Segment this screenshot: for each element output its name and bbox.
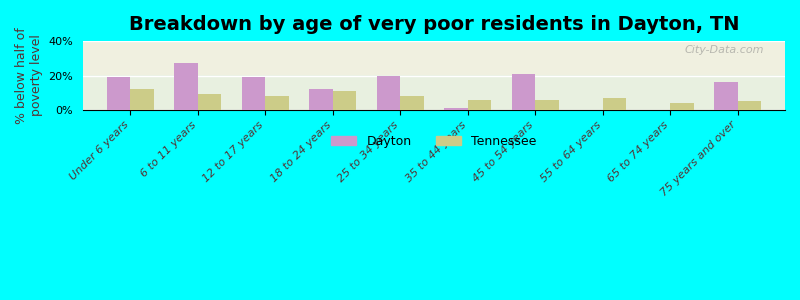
Bar [174,64,198,110]
Bar [266,96,289,110]
Bar [670,103,694,110]
Bar [333,91,356,110]
Bar [400,96,424,110]
Bar [106,77,130,110]
Bar [535,100,559,110]
Bar [738,101,762,110]
Y-axis label: % below half of
poverty level: % below half of poverty level [15,27,43,124]
Bar [242,77,266,110]
Bar [309,89,333,110]
Bar [377,76,400,110]
Bar [714,82,738,110]
Bar [198,94,222,110]
Title: Breakdown by age of very poor residents in Dayton, TN: Breakdown by age of very poor residents … [129,15,739,34]
Bar [602,98,626,110]
Text: City-Data.com: City-Data.com [685,45,764,55]
Legend: Dayton, Tennessee: Dayton, Tennessee [326,130,542,153]
Bar [512,74,535,110]
Bar [468,100,491,110]
Bar [130,89,154,110]
Bar [444,108,468,110]
